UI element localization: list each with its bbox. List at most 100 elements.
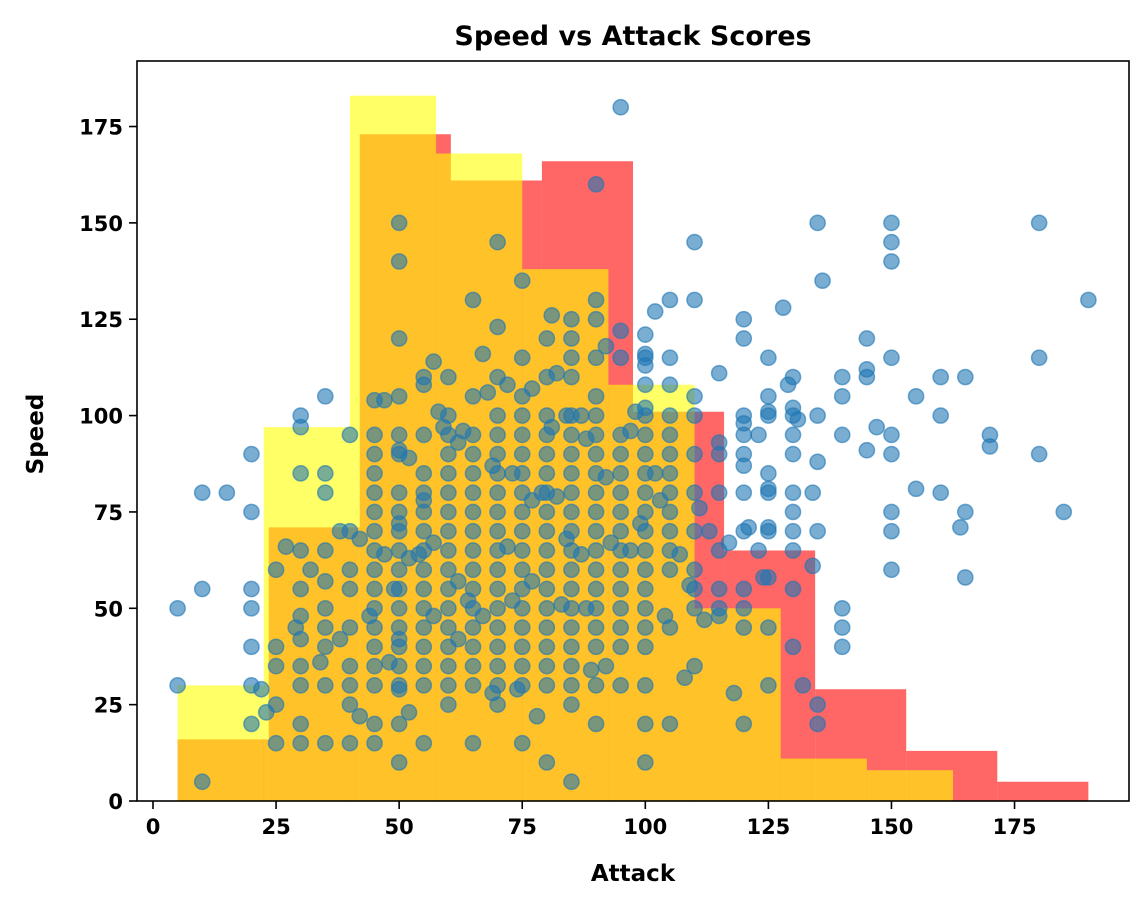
scatter-point [292, 657, 310, 675]
scatter-point [513, 522, 531, 540]
scatter-point [636, 619, 654, 636]
scatter-point [440, 542, 457, 559]
scatter-point [636, 542, 654, 559]
scatter-point [760, 619, 777, 636]
scatter-point [464, 677, 482, 694]
scatter-point [513, 426, 531, 444]
scatter-point [366, 426, 383, 444]
scatter-point [489, 619, 506, 636]
scatter-point [277, 538, 295, 555]
scatter-point [489, 657, 506, 675]
scatter-point [587, 542, 605, 559]
scatter-point [563, 368, 580, 386]
scatter-point [612, 580, 630, 598]
scatter-point [563, 657, 580, 675]
scatter-point [513, 503, 531, 521]
scatter-point [735, 457, 753, 475]
scatter-point [193, 773, 211, 791]
scatter-point [883, 561, 900, 579]
scatter-point [686, 233, 703, 251]
scatter-point [449, 630, 467, 648]
scatter-point [597, 337, 615, 355]
scatter-point [809, 522, 826, 540]
scatter-point [292, 630, 310, 648]
scatter-point [415, 734, 433, 752]
scatter-point [636, 599, 654, 617]
scatter-point [538, 638, 556, 656]
axes-frame [136, 60, 1130, 802]
scatter-point [646, 303, 664, 320]
scatter-point [686, 445, 703, 463]
scatter-point [366, 465, 383, 482]
y-axis-label: Speed [23, 394, 49, 475]
scatter-point [390, 330, 408, 347]
x-tick-label: 150 [870, 815, 914, 839]
scatter-point [735, 330, 753, 347]
scatter-point [292, 715, 310, 733]
scatter-point [316, 572, 334, 590]
scatter-point [489, 580, 506, 598]
scatter-point [489, 677, 506, 694]
scatter-point [425, 353, 442, 370]
scatter-point [538, 677, 556, 694]
scatter-point [833, 638, 851, 656]
scatter-point [341, 696, 359, 713]
hist-bar-yellow [694, 608, 781, 801]
scatter-point [833, 426, 851, 444]
scatter-point [686, 522, 703, 540]
scatter-point [686, 561, 703, 579]
scatter-point [858, 368, 876, 386]
scatter-point [760, 522, 777, 540]
scatter-point [587, 349, 605, 367]
scatter-point [661, 484, 679, 502]
scatter-point [499, 538, 516, 555]
scatter-point [809, 715, 826, 733]
y-tick-label: 175 [79, 116, 123, 140]
scatter-point [582, 661, 600, 679]
scatter-point [341, 657, 359, 675]
scatter-point [563, 349, 580, 367]
scatter-point [376, 391, 393, 409]
scatter-point [316, 484, 334, 502]
scatter-point [572, 407, 590, 424]
scatter-point [956, 503, 974, 521]
scatter-point [563, 696, 580, 713]
scatter-point [587, 715, 605, 733]
scatter-point [883, 503, 900, 521]
scatter-point [528, 707, 546, 725]
scatter-point [292, 542, 310, 559]
scatter-point [563, 638, 580, 656]
scatter-point [794, 677, 812, 694]
scatter-point [612, 445, 630, 463]
scatter-point [563, 599, 580, 617]
scatter-point [243, 599, 260, 617]
scatter-point [784, 426, 802, 444]
scatter-point [513, 465, 531, 482]
scatter-point [292, 677, 310, 694]
scatter-point [267, 638, 285, 656]
scatter-point [932, 368, 950, 386]
scatter-point [316, 542, 334, 559]
scatter-point [563, 465, 580, 482]
scatter-point [415, 677, 433, 694]
scatter-point [425, 607, 442, 625]
scatter-point [563, 522, 580, 540]
scatter-point [1030, 214, 1048, 232]
scatter-point [932, 407, 950, 424]
scatter-point [883, 233, 900, 251]
scatter-point [464, 580, 482, 598]
scatter-point [341, 619, 359, 636]
scatter-point [489, 599, 506, 617]
scatter-point [612, 349, 630, 367]
scatter-point [464, 619, 482, 636]
scatter-point [636, 522, 654, 540]
scatter-point [489, 503, 506, 521]
scatter-point [538, 599, 556, 617]
scatter-point [538, 503, 556, 521]
scatter-point [587, 677, 605, 694]
scatter-point [415, 376, 433, 394]
scatter-point [366, 445, 383, 463]
scatter-point [523, 572, 541, 590]
scatter-point [390, 387, 408, 405]
scatter-point [735, 715, 753, 733]
